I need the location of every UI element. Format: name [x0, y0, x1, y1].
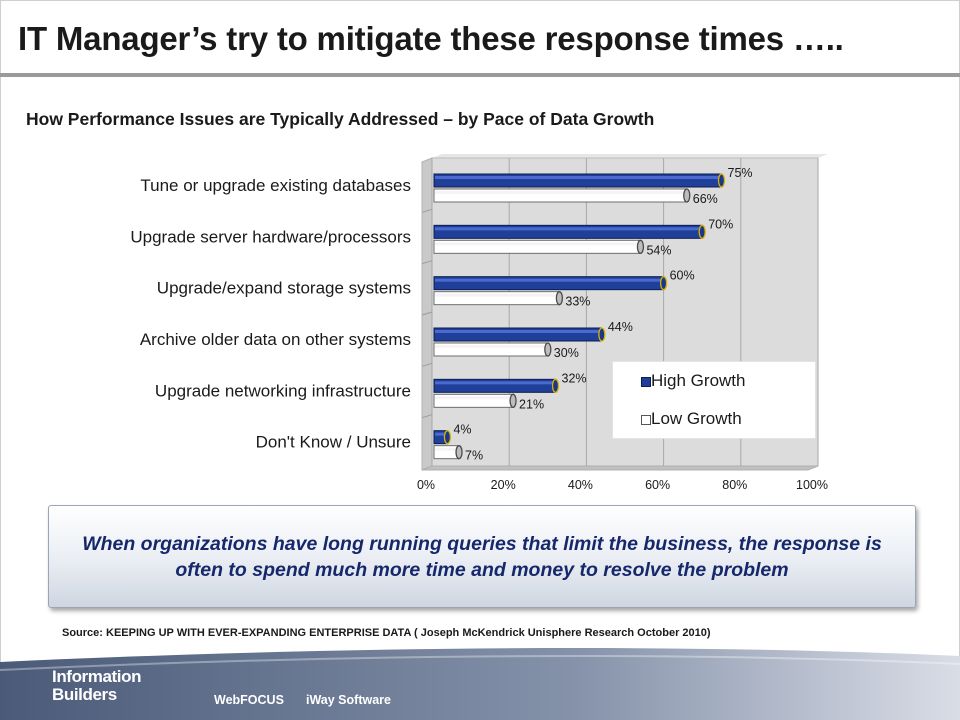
bar-highlight-high-growth-upgrade-expand-storage-systems: [435, 278, 663, 282]
bar-cap-low-growth-upgrade-networking-infrastructure: [509, 393, 517, 408]
row-separator: [421, 362, 433, 367]
bar-cap-high-growth-upgrade-expand-storage-systems: [659, 276, 668, 291]
bar-highlight-high-growth-archive-older-data-on-other-systems: [435, 330, 601, 333]
legend-swatch-high-growth: [641, 377, 651, 387]
x-tick-label: 20%: [491, 478, 516, 492]
title-rule: [0, 73, 960, 77]
bar-high-growth-tune-or-upgrade-existing-databases: [433, 173, 722, 188]
row-separator: [421, 311, 433, 316]
bar-highlight-high-growth-upgrade-networking-infrastructure: [435, 381, 555, 385]
bar-low-growth-upgrade-expand-storage-systems: [433, 291, 560, 306]
bar-low-growth-upgrade-networking-infrastructure: [433, 393, 514, 408]
category-label-upgrade-server-hardware-processors: Upgrade server hardware/processors: [130, 227, 411, 246]
x-tick-label: 40%: [568, 478, 593, 492]
footer-band: [0, 648, 960, 720]
bar-cap-low-growth-upgrade-server-hardware-processors: [636, 239, 645, 254]
bar-cap-high-growth-upgrade-server-hardware-processors: [698, 224, 706, 239]
product-iway: iWay Software: [306, 693, 391, 707]
bar-highlight-low-growth-tune-or-upgrade-existing-databases: [435, 191, 686, 194]
plot-floor: [421, 465, 819, 471]
bar-low-growth-upgrade-server-hardware-processors: [433, 239, 641, 254]
bar-cap-high-growth-upgrade-networking-infrastructure: [551, 378, 560, 393]
data-label-high-growth-upgrade-networking-infrastructure: 32%: [562, 371, 587, 385]
bar-low-growth-archive-older-data-on-other-systems: [433, 342, 549, 357]
category-label-upgrade-networking-infrastructure: Upgrade networking infrastructure: [155, 381, 411, 400]
data-label-high-growth-archive-older-data-on-other-systems: 44%: [608, 320, 633, 334]
chart-subtitle: How Performance Issues are Typically Add…: [26, 109, 655, 129]
bar-high-growth-upgrade-expand-storage-systems: [433, 276, 665, 291]
data-label-low-growth-tune-or-upgrade-existing-databases: 66%: [693, 192, 718, 206]
callout-box: When organizations have long running que…: [48, 505, 916, 608]
bar-cap-low-growth-tune-or-upgrade-existing-databases: [683, 188, 691, 203]
data-label-high-growth-upgrade-expand-storage-systems: 60%: [670, 269, 695, 283]
x-tick-label: 60%: [645, 478, 670, 492]
bar-highlight-low-growth-upgrade-networking-infrastructure: [435, 396, 513, 400]
bar-highlight-high-growth-tune-or-upgrade-existing-databases: [435, 176, 721, 179]
legend-label-high-growth: High Growth: [651, 371, 746, 390]
bar-low-growth-don-t-know-unsure: [433, 445, 460, 460]
row-separator: [421, 414, 433, 419]
bar-highlight-high-growth-don-t-know-unsure: [435, 432, 447, 436]
bar-cap-low-growth-upgrade-expand-storage-systems: [555, 291, 564, 306]
bar-highlight-low-growth-upgrade-expand-storage-systems: [435, 293, 559, 297]
category-label-archive-older-data-on-other-systems: Archive older data on other systems: [140, 330, 411, 349]
logo-line-2: Builders: [52, 685, 117, 704]
legend-label-low-growth: Low Growth: [651, 409, 742, 428]
legend-swatch-low-growth: [641, 415, 651, 425]
slide-title: IT Manager’s try to mitigate these respo…: [18, 20, 844, 57]
category-label-don-t-know-unsure: Don't Know / Unsure: [256, 433, 411, 452]
source-citation: Source: KEEPING UP WITH EVER-EXPANDING E…: [62, 627, 711, 639]
company-logo: Information Builders: [52, 668, 141, 704]
product-webfocus: WebFOCUS: [214, 693, 284, 707]
row-separator: [421, 260, 433, 265]
callout-text: When organizations have long running que…: [82, 532, 882, 581]
bar-low-growth-tune-or-upgrade-existing-databases: [433, 188, 688, 203]
x-tick-label: 0%: [417, 478, 435, 492]
data-label-low-growth-upgrade-networking-infrastructure: 21%: [519, 397, 544, 411]
data-label-low-growth-don-t-know-unsure: 7%: [465, 449, 483, 463]
bar-highlight-low-growth-upgrade-server-hardware-processors: [435, 242, 640, 246]
bar-high-growth-upgrade-networking-infrastructure: [433, 378, 557, 393]
data-label-low-growth-upgrade-expand-storage-systems: 33%: [565, 295, 590, 309]
plot-top-wall: [432, 154, 828, 158]
bar-high-growth-upgrade-server-hardware-processors: [433, 224, 703, 239]
chart-legend: High Growth Low Growth: [612, 361, 816, 439]
data-label-high-growth-tune-or-upgrade-existing-databases: 75%: [728, 166, 753, 180]
bar-cap-high-growth-don-t-know-unsure: [443, 430, 452, 445]
bar-highlight-low-growth-don-t-know-unsure: [435, 447, 459, 451]
logo-line-1: Information: [52, 667, 142, 686]
bar-cap-high-growth-archive-older-data-on-other-systems: [598, 327, 606, 342]
bar-highlight-low-growth-archive-older-data-on-other-systems: [435, 345, 547, 348]
data-label-high-growth-don-t-know-unsure: 4%: [453, 423, 471, 437]
bar-highlight-high-growth-upgrade-server-hardware-processors: [435, 227, 702, 231]
bar-high-growth-archive-older-data-on-other-systems: [433, 327, 603, 342]
bar-cap-low-growth-don-t-know-unsure: [455, 445, 463, 460]
data-label-low-growth-upgrade-server-hardware-processors: 54%: [646, 243, 671, 257]
bar-cap-high-growth-tune-or-upgrade-existing-databases: [717, 173, 726, 188]
data-label-low-growth-archive-older-data-on-other-systems: 30%: [554, 346, 579, 360]
x-tick-label: 80%: [722, 478, 747, 492]
data-label-high-growth-upgrade-server-hardware-processors: 70%: [708, 217, 733, 231]
category-label-tune-or-upgrade-existing-databases: Tune or upgrade existing databases: [140, 176, 411, 195]
row-separator: [421, 208, 433, 213]
x-tick-label: 100%: [796, 478, 828, 492]
category-label-upgrade-expand-storage-systems: Upgrade/expand storage systems: [157, 279, 411, 298]
bar-cap-low-growth-archive-older-data-on-other-systems: [544, 342, 552, 357]
